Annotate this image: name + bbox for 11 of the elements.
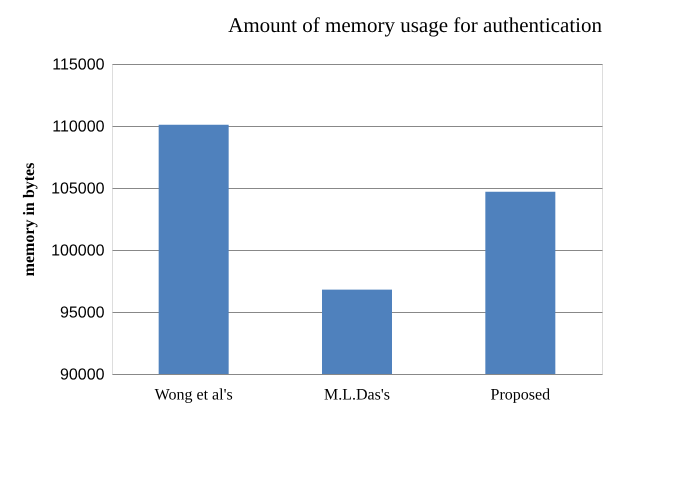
- y-tick-label: 100000: [51, 242, 105, 260]
- x-tick-label: Wong et al's: [154, 386, 233, 404]
- x-tick-label: M.L.Das's: [324, 386, 390, 404]
- chart-title: Amount of memory usage for authentication: [228, 13, 602, 37]
- y-tick-label: 95000: [60, 304, 105, 322]
- y-tick-label: 105000: [51, 180, 105, 198]
- y-tick-label: 115000: [52, 56, 105, 74]
- y-axis-title: memory in bytes: [21, 162, 38, 276]
- x-tick-label: Proposed: [490, 386, 550, 404]
- y-tick-label: 110000: [52, 118, 105, 136]
- y-tick-label: 90000: [60, 366, 105, 384]
